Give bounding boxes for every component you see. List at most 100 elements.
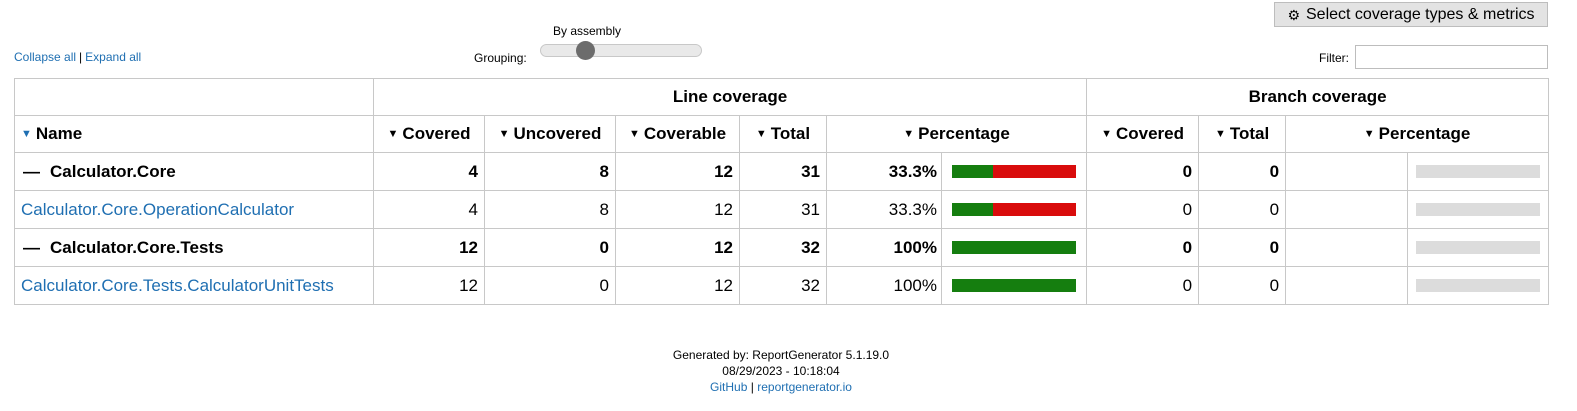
line-total-cell: 32 [739,228,827,267]
sort-icon: ▼ [387,128,399,140]
sort-icon: ▼ [628,128,640,140]
line-uncovered-header-label: Uncovered [513,124,602,143]
line-total-cell: 31 [739,190,827,229]
name-cell: Calculator.Core.Tests.CalculatorUnitTest… [14,266,374,305]
column-header-row: ▼ Name ▼ Covered ▼ Uncovered ▼ Coverable ▼ To… [14,115,1550,153]
github-link[interactable]: GitHub [710,380,748,394]
covered-bar-segment [952,241,1077,254]
branch-percentage-cell [1285,190,1550,229]
branch-total-cell: 0 [1198,228,1287,267]
line-total-cell: 32 [739,266,827,305]
uncovered-bar-segment [993,203,1077,216]
filter-input[interactable] [1355,45,1548,69]
sort-desc-icon: ▼ [21,128,32,140]
branch-covered-cell: 0 [1086,152,1200,191]
sort-branch-covered-header[interactable]: ▼ Covered [1086,115,1200,153]
line-coverable-cell: 12 [615,152,740,191]
branch-coverage-bar [1416,241,1541,254]
class-link[interactable]: Calculator.Core.OperationCalculator [21,199,295,219]
collapse-expand-links: Collapse all | Expand all [14,50,141,64]
line-percentage-value: 33.3% [828,191,942,228]
line-percentage-value: 100% [828,229,942,266]
branch-percentage-value [1287,191,1409,228]
line-coverage-bar [952,241,1077,254]
collapse-all-link[interactable]: Collapse all [14,50,77,64]
sort-icon: ▼ [1214,128,1226,140]
generated-by-text: Generated by: ReportGenerator 5.1.19.0 [672,348,890,362]
group-header-row: Line coverage Branch coverage [14,78,1550,116]
line-percentage-header-label: Percentage [918,124,1010,143]
line-coverage-bar [952,165,1077,178]
sort-line-total-header[interactable]: ▼ Total [739,115,827,153]
sort-icon: ▼ [1101,128,1112,140]
branch-percentage-value [1287,229,1409,266]
branch-covered-cell: 0 [1086,266,1200,305]
branch-percentage-cell [1285,228,1550,267]
class-link[interactable]: Calculator.Core.Tests.CalculatorUnitTest… [21,275,334,295]
class-row: Calculator.Core.OperationCalculator 4 8 12 3… [14,190,1550,229]
line-uncovered-cell: 8 [484,152,616,191]
branch-total-cell: 0 [1198,190,1287,229]
line-coverable-cell: 12 [615,190,740,229]
reportgenerator-link[interactable]: reportgenerator.io [757,380,852,394]
grouping-slider[interactable] [540,41,702,60]
link-separator: | [79,50,83,64]
line-uncovered-cell: 0 [484,228,616,267]
line-coverage-bar [952,203,1077,216]
filter-label: Filter: [1319,51,1349,65]
footer: Generated by: ReportGenerator 5.1.19.0 0… [0,347,1562,395]
coverage-table-body: — Calculator.Core 4 8 12 31 33.3% 0 0 Calculator.… [14,152,1550,305]
branch-percentage-value [1287,153,1409,190]
branch-percentage-cell [1285,266,1550,305]
name-header-label: Name [35,124,83,143]
uncovered-bar-segment [993,165,1077,178]
sort-icon: ▼ [498,128,510,140]
assembly-row: — Calculator.Core.Tests 12 0 12 32 100% 0 0 [14,228,1550,267]
sort-line-covered-header[interactable]: ▼ Covered [373,115,485,153]
line-percentage-cell: 100% [825,266,1088,305]
name-cell: Calculator.Core.OperationCalculator [14,190,374,229]
branch-percentage-value [1287,267,1409,304]
gear-icon: ⚙ [1287,6,1300,23]
line-uncovered-cell: 8 [484,190,616,229]
branch-percentage-header-label: Percentage [1378,124,1471,143]
branch-total-cell: 0 [1198,266,1287,305]
line-covered-cell: 4 [373,152,485,191]
sort-line-percentage-header[interactable]: ▼ Percentage [825,115,1088,153]
branch-coverage-bar [1416,165,1541,178]
branch-percentage-cell [1285,152,1550,191]
name-cell: — Calculator.Core [14,152,374,191]
assembly-name: Calculator.Core.Tests [50,237,224,257]
branch-total-header-label: Total [1229,124,1270,143]
branch-covered-header-label: Covered [1115,124,1185,143]
metrics-button-label: Select coverage types & metrics [1306,5,1535,23]
collapse-icon[interactable]: — [23,237,40,257]
select-coverage-metrics-button[interactable]: ⚙ Select coverage types & metrics [1274,2,1548,27]
grouping-slider-thumb[interactable] [576,41,595,60]
grouping-label: Grouping: [474,51,527,65]
covered-bar-segment [952,279,1077,292]
collapse-icon[interactable]: — [23,161,40,181]
sort-line-uncovered-header[interactable]: ▼ Uncovered [484,115,616,153]
line-coverable-header-label: Coverable [643,124,727,143]
sort-branch-percentage-header[interactable]: ▼ Percentage [1285,115,1550,153]
line-coverage-bar [952,279,1077,292]
generated-timestamp: 08/29/2023 - 10:18:04 [722,364,840,378]
sort-line-coverable-header[interactable]: ▼ Coverable [615,115,740,153]
coverage-table: Line coverage Branch coverage ▼ Name ▼ Cov… [14,78,1550,305]
sort-name-header[interactable]: ▼ Name [14,115,374,153]
expand-all-link[interactable]: Expand all [85,50,142,64]
line-covered-header-label: Covered [402,124,471,143]
sort-branch-total-header[interactable]: ▼ Total [1198,115,1287,153]
branch-covered-cell: 0 [1086,190,1200,229]
sort-icon: ▼ [1363,128,1375,140]
branch-covered-cell: 0 [1086,228,1200,267]
branch-coverage-bar [1416,203,1541,216]
sort-icon: ▼ [903,128,915,140]
covered-bar-segment [952,203,994,216]
class-row: Calculator.Core.Tests.CalculatorUnitTest… [14,266,1550,305]
line-percentage-value: 100% [828,267,942,304]
empty-header-cell [14,78,374,116]
branch-coverage-header: Branch coverage [1086,78,1550,116]
covered-bar-segment [952,165,994,178]
